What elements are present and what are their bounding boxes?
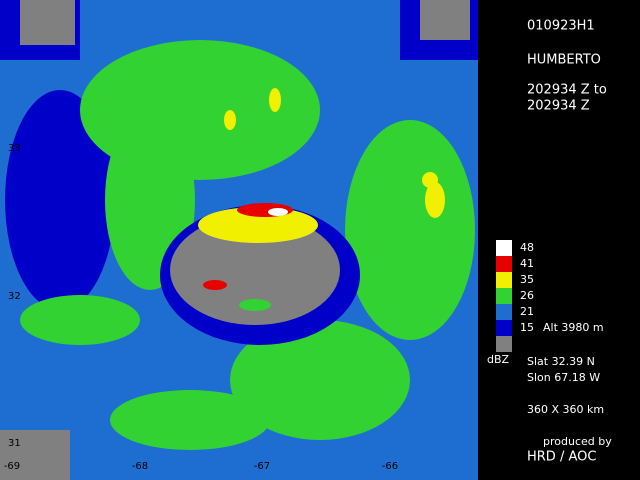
lat-label: 33 xyxy=(8,143,21,154)
legend-label: 26 xyxy=(520,289,534,302)
slon: Slon 67.18 W xyxy=(527,371,600,384)
legend-label: 48 xyxy=(520,241,534,254)
legend: 48 41 35 26 21 15 xyxy=(496,240,534,352)
altitude: Alt 3980 m xyxy=(543,321,604,334)
storm-name: HUMBERTO xyxy=(527,53,601,68)
time-from: 202934 Z to xyxy=(527,83,607,98)
legend-label: 21 xyxy=(520,305,534,318)
radar-field xyxy=(0,0,478,480)
lon-label: -68 xyxy=(132,461,148,472)
flight-id: 010923H1 xyxy=(527,19,595,34)
lon-label: -66 xyxy=(382,461,398,472)
axis-labels: 33 32 31 -69 -68 -67 -66 xyxy=(4,143,398,472)
time-to: 202934 Z xyxy=(527,99,590,114)
lon-label: -67 xyxy=(254,461,270,472)
legend-swatch xyxy=(496,272,512,288)
lat-label: 32 xyxy=(8,291,21,302)
lat-label: 31 xyxy=(8,438,21,449)
legend-label: 35 xyxy=(520,273,534,286)
slat: Slat 32.39 N xyxy=(527,355,595,368)
lon-label: -69 xyxy=(4,461,20,472)
domain-size: 360 X 360 km xyxy=(527,403,604,416)
legend-swatch xyxy=(496,320,512,336)
legend-swatch xyxy=(496,304,512,320)
legend-swatch xyxy=(496,256,512,272)
credit: produced by xyxy=(543,435,612,448)
legend-swatch xyxy=(496,240,512,256)
producer: HRD / AOC xyxy=(527,450,596,465)
legend-swatch xyxy=(496,336,512,352)
legend-swatch xyxy=(496,288,512,304)
unit: dBZ xyxy=(487,353,510,366)
legend-label: 15 xyxy=(520,321,534,334)
legend-label: 41 xyxy=(520,257,534,270)
